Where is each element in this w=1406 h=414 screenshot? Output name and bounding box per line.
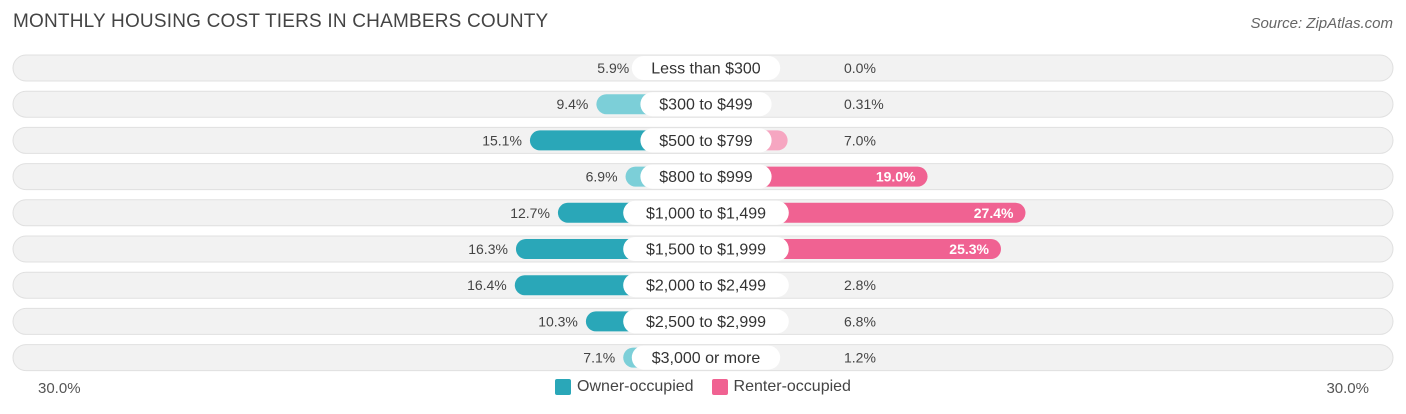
category-label: $3,000 or more xyxy=(652,350,761,367)
category-pill xyxy=(640,164,772,189)
category-label: Less than $300 xyxy=(651,61,761,78)
value-label-renter: 2.8% xyxy=(844,277,876,293)
legend-swatch-owner xyxy=(555,379,572,395)
category-pill xyxy=(623,237,789,261)
value-label-renter: 25.3% xyxy=(949,241,989,257)
category-pill xyxy=(640,92,772,117)
value-label-owner: 12.7% xyxy=(510,205,550,221)
category-label: $500 to $799 xyxy=(659,133,753,150)
value-label-renter: 27.4% xyxy=(974,205,1014,221)
value-label-renter: 6.8% xyxy=(844,313,876,329)
legend-label-owner: Owner-occupied xyxy=(577,378,694,395)
category-label: $300 to $499 xyxy=(659,97,753,114)
source-label: Source: ZipAtlas.com xyxy=(1250,15,1393,32)
category-label: $2,000 to $2,499 xyxy=(646,278,766,295)
category-pill xyxy=(640,128,772,153)
category-pill xyxy=(623,309,789,334)
category-pill xyxy=(623,273,789,298)
category-label: $1,500 to $1,999 xyxy=(646,242,766,259)
value-label-owner: 16.4% xyxy=(467,277,507,293)
legend-item-renter: Renter-occupied xyxy=(711,378,851,396)
legend-swatch-renter xyxy=(711,379,728,395)
value-label-renter: 19.0% xyxy=(876,169,916,185)
value-label-renter: 1.2% xyxy=(844,350,876,366)
value-label-renter: 0.31% xyxy=(844,96,884,112)
value-label-owner: 6.9% xyxy=(586,169,618,185)
legend: Owner-occupied Renter-occupied xyxy=(0,378,1406,396)
category-pill xyxy=(631,345,781,370)
category-pill xyxy=(623,200,789,225)
value-label-owner: 9.4% xyxy=(556,96,588,112)
value-label-renter: 0.0% xyxy=(844,60,876,76)
category-label: $800 to $999 xyxy=(659,169,753,186)
value-label-owner: 5.9% xyxy=(597,60,629,76)
axis-label-left: 30.0% xyxy=(38,380,81,397)
value-label-owner: 10.3% xyxy=(538,313,578,329)
value-label-renter: 7.0% xyxy=(844,132,876,148)
chart-title: MONTHLY HOUSING COST TIERS IN CHAMBERS C… xyxy=(13,11,549,32)
category-label: $2,500 to $2,999 xyxy=(646,314,766,331)
category-label: $1,000 to $1,499 xyxy=(646,205,766,222)
legend-item-owner: Owner-occupied xyxy=(555,378,694,396)
legend-label-renter: Renter-occupied xyxy=(733,378,851,395)
axis-label-right: 30.0% xyxy=(1326,380,1369,397)
value-label-owner: 7.1% xyxy=(583,350,615,366)
value-label-owner: 15.1% xyxy=(482,132,522,148)
category-pill xyxy=(631,56,781,80)
value-label-owner: 16.3% xyxy=(468,241,508,257)
